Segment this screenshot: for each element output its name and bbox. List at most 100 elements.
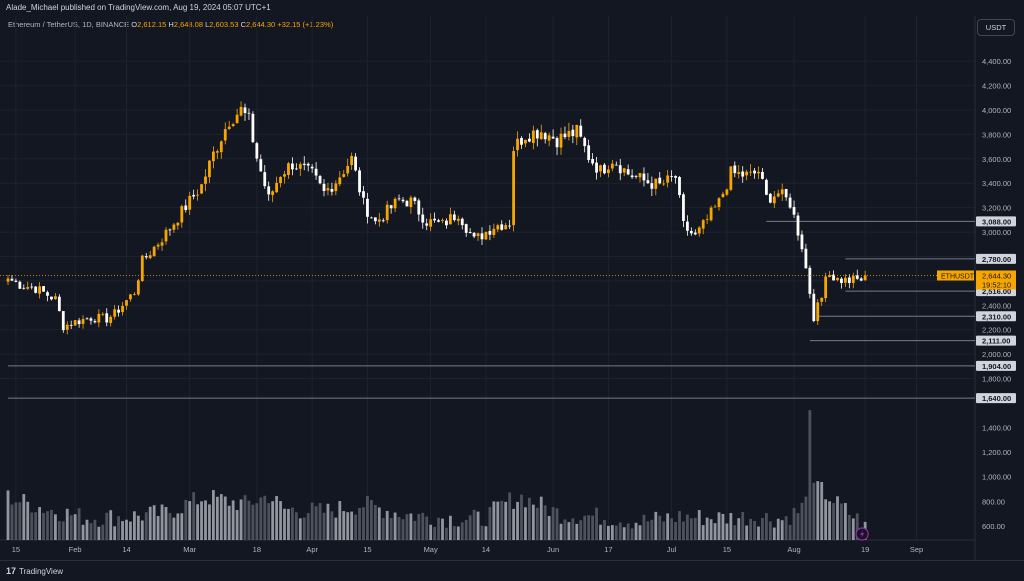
level-label: 2,310.00 [982, 312, 1011, 321]
candle-body [223, 129, 227, 141]
symbol-name[interactable]: Ethereum / TetherUS, 1D, BINANCE [8, 20, 130, 29]
volume-bar [460, 522, 464, 540]
candle-body [322, 183, 326, 192]
candle-body [73, 320, 77, 326]
candle-body [476, 233, 480, 237]
price-tick-label: 2,000.00 [982, 350, 1011, 359]
volume-bar [405, 514, 409, 540]
volume-bar [133, 511, 136, 540]
candle-body [425, 223, 429, 226]
candle-body [445, 220, 448, 226]
volume-bar [113, 526, 117, 540]
level-label: 2,516.00 [982, 287, 1011, 296]
open-value: 2,612.15 [137, 20, 167, 29]
candle-body [520, 138, 523, 145]
level-label: 2,111.00 [982, 337, 1010, 346]
volume-bar [180, 513, 184, 540]
volume-layer [6, 410, 867, 540]
volume-bar [654, 511, 658, 540]
volume-bar [377, 507, 381, 540]
candle-body [271, 191, 275, 196]
footer-bar [0, 560, 1024, 581]
candle-body [54, 296, 57, 300]
candle-body [488, 230, 492, 235]
candle-body [555, 138, 559, 148]
volume-bar [480, 525, 484, 540]
price-tick-label: 4,200.00 [982, 82, 1011, 91]
volume-bar [291, 507, 294, 540]
candle-body [279, 176, 282, 184]
volume-bar [784, 516, 788, 540]
volume-bar [539, 496, 543, 540]
candle-body [393, 198, 397, 209]
symbol-tag-box [937, 270, 974, 281]
volume-bar [208, 504, 211, 540]
volume-tick-label: 1,000.00 [982, 473, 1011, 482]
volume-bar [689, 518, 693, 540]
candle-body [366, 198, 369, 217]
candle-body [85, 318, 89, 320]
time-tick-label: 15 [12, 545, 20, 554]
candle-body [140, 255, 144, 281]
volume-bar [350, 511, 354, 540]
volume-bar [749, 518, 752, 540]
candle-body [539, 132, 543, 140]
candle-body [812, 293, 816, 322]
candle-body [776, 193, 780, 197]
time-tick-label: 15 [723, 545, 731, 554]
grid-layer [0, 16, 976, 560]
volume-bar [587, 515, 591, 540]
candle-body [859, 278, 863, 281]
price-chart[interactable]: 4,400.00 4,200.00 4,000.00 3,800.00 3,600.00… [0, 0, 1024, 560]
candle-body [421, 214, 425, 223]
candle-body [784, 188, 788, 198]
candle-body [38, 286, 41, 294]
volume-bar [816, 481, 820, 540]
volume-bar [188, 501, 192, 540]
candle-body [666, 175, 670, 183]
time-tick-label: Aug [787, 545, 800, 554]
time-axis[interactable]: 15 Feb 14 Mar 18 Apr 15 May 14 Jun 17 Jul 15 Aug 19 Sep [12, 545, 923, 554]
volume-bar [14, 502, 18, 540]
candle-body [599, 165, 602, 172]
volume-bar [776, 518, 780, 540]
volume-bar [855, 513, 859, 540]
volume-bar [583, 515, 587, 540]
volume-bar [745, 525, 749, 540]
volume-bar [168, 512, 172, 540]
currency-button[interactable]: USDT [977, 19, 1015, 36]
volume-bar [322, 512, 326, 540]
volume-bar [156, 515, 160, 540]
volume-bar [57, 521, 61, 540]
volume-bar [204, 500, 207, 540]
candle-body [255, 143, 259, 159]
candle-body [350, 155, 354, 166]
candle-body [267, 186, 271, 195]
candle-body [34, 286, 38, 293]
volume-bar [160, 504, 164, 540]
candle-body [334, 183, 338, 192]
candle-body [547, 135, 551, 141]
candle-body [855, 275, 859, 279]
volume-bar [670, 518, 673, 540]
candle-body [362, 191, 365, 198]
candle-body [30, 286, 34, 288]
candle-body [219, 141, 223, 153]
last-price-box [976, 270, 1016, 290]
candle-body [768, 193, 772, 203]
candle-body [689, 230, 693, 234]
candle-body [109, 316, 113, 323]
volume-bar [492, 501, 496, 540]
level-label-box [976, 360, 1016, 371]
candle-body [441, 219, 444, 221]
candle-body [642, 173, 646, 181]
volume-bar [800, 502, 804, 540]
volume-bar [488, 507, 492, 540]
candle-body [259, 159, 263, 172]
volume-bar [697, 510, 701, 540]
volume-bar [678, 511, 681, 540]
price-axis[interactable]: 4,400.00 4,200.00 4,000.00 3,800.00 3,600.00… [976, 57, 1016, 531]
candle-body [745, 171, 749, 176]
candle-body [133, 294, 136, 296]
